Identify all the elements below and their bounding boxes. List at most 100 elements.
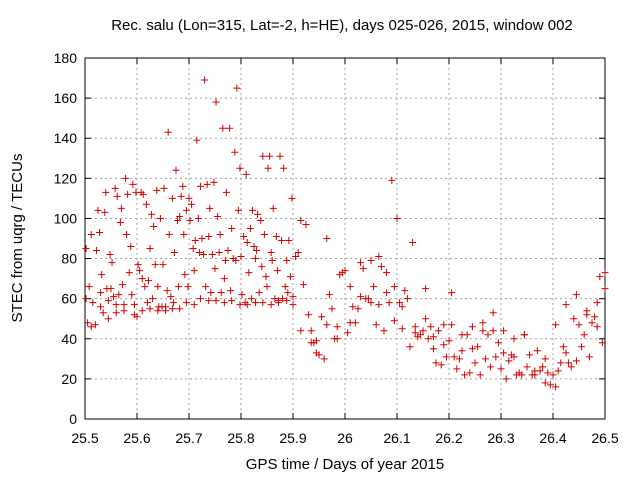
data-point [190, 267, 198, 275]
data-point [130, 311, 138, 319]
data-point [138, 275, 146, 283]
data-point [458, 331, 466, 339]
data-point [226, 124, 234, 132]
data-point [252, 255, 260, 263]
chart-title: Rec. salu (Lon=315, Lat=-2, h=HE), days … [111, 17, 573, 34]
data-point [541, 379, 549, 387]
data-point [238, 291, 246, 299]
y-tick-label: 140 [54, 130, 78, 146]
data-point [222, 188, 230, 196]
data-point [401, 287, 409, 295]
data-point [195, 249, 203, 257]
data-point [323, 235, 331, 242]
data-point [492, 353, 500, 361]
data-point [341, 267, 349, 275]
data-point [149, 295, 157, 303]
data-point [205, 232, 213, 240]
data-point [476, 371, 484, 379]
data-point [357, 259, 365, 267]
data-point [250, 243, 258, 251]
data-point [111, 184, 119, 192]
data-point [154, 283, 162, 291]
data-point [170, 249, 178, 257]
data-point [212, 297, 220, 305]
data-point [214, 212, 222, 220]
data-point [583, 307, 591, 315]
data-point [299, 281, 307, 289]
data-point [269, 204, 277, 212]
data-point [383, 269, 391, 277]
data-point [411, 329, 419, 337]
axis-ticks [84, 57, 606, 420]
data-point [554, 367, 562, 375]
data-point [367, 299, 375, 307]
data-point [259, 299, 267, 307]
data-point [302, 220, 310, 228]
data-point [526, 351, 534, 359]
data-point [312, 337, 320, 345]
data-point [283, 297, 291, 305]
data-point [164, 128, 172, 136]
data-point [113, 192, 121, 200]
data-point [180, 230, 188, 238]
data-point [510, 335, 518, 343]
data-point [206, 204, 214, 212]
data-point [481, 355, 489, 363]
data-point [110, 293, 118, 301]
data-point [262, 273, 270, 281]
data-point [562, 349, 570, 357]
data-point [184, 283, 192, 291]
data-point [127, 243, 135, 251]
data-point [567, 363, 575, 371]
data-point [120, 307, 128, 315]
data-point [440, 341, 448, 349]
data-point [312, 349, 320, 357]
data-point [403, 295, 411, 303]
data-point [575, 321, 583, 329]
data-point [205, 297, 213, 305]
data-point [307, 327, 315, 335]
data-point [260, 230, 268, 238]
data-point [448, 289, 456, 297]
data-point [118, 281, 126, 289]
data-point [267, 301, 275, 309]
data-point [546, 381, 554, 389]
data-point [398, 325, 406, 333]
y-tick-label: 180 [54, 50, 78, 66]
data-point [474, 343, 482, 351]
data-point [162, 303, 170, 311]
data-point [489, 309, 497, 317]
data-point [87, 323, 95, 331]
x-tick-label: 25.5 [71, 430, 98, 446]
data-point [471, 359, 479, 367]
data-point [559, 343, 567, 351]
data-point [349, 303, 357, 311]
data-point [601, 269, 609, 277]
data-point [201, 76, 209, 84]
data-point [292, 253, 300, 261]
data-point [186, 216, 194, 224]
x-tick-label: 26 [337, 430, 353, 446]
data-point [520, 331, 528, 339]
data-point [163, 287, 171, 295]
data-point [174, 216, 182, 224]
x-tick-label: 26.2 [435, 430, 462, 446]
data-point [253, 247, 261, 255]
data-point [320, 355, 328, 363]
data-point [510, 353, 518, 361]
data-point [91, 321, 99, 329]
data-point [533, 347, 541, 355]
data-point [159, 261, 167, 269]
data-point [422, 315, 430, 323]
data-point [372, 321, 380, 329]
data-point [541, 355, 549, 363]
data-point [122, 174, 130, 182]
data-point [236, 164, 244, 172]
data-point [429, 345, 437, 353]
data-point [94, 206, 102, 214]
data-point [224, 247, 232, 255]
data-point [375, 301, 383, 309]
data-point [138, 307, 146, 315]
data-point [258, 263, 266, 271]
data-point [440, 321, 448, 329]
